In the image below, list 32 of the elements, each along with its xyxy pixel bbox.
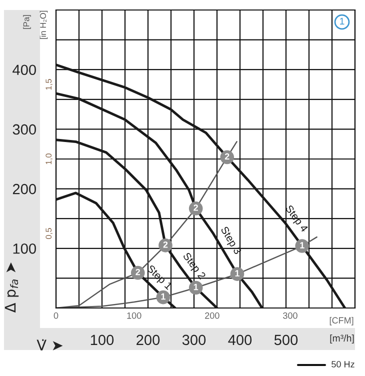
x-tick-label: 500 <box>274 334 298 346</box>
text: [Pa] <box>23 15 31 29</box>
text: 50 Hz <box>332 361 354 368</box>
x2-tick-label: 300 <box>283 312 298 319</box>
annotation: 1 <box>235 270 240 276</box>
annotation: 1 <box>300 242 304 248</box>
x2-axis-title: [CFM] <box>330 316 354 326</box>
y2-tick-label: 0,5 <box>46 228 53 239</box>
x2-tick-label: 100 <box>127 312 142 319</box>
y2-axis-title: [in H₂O] <box>40 10 48 39</box>
y-tick-label: 200 <box>12 184 36 194</box>
annotation: 1 <box>161 293 166 300</box>
x2-tick-label: 200 <box>205 312 220 319</box>
y2-tick-label: 1,5 <box>46 79 53 90</box>
x-tick-label: 400 <box>228 334 252 346</box>
annotation: 2 <box>136 268 140 276</box>
text: [m³/h] <box>330 334 354 344</box>
y-tick-label: 300 <box>12 124 36 135</box>
annotation: 2 <box>194 204 198 211</box>
annotation: 2 <box>224 153 230 160</box>
annotation: 2 <box>163 241 168 248</box>
y-tick-label: 400 <box>12 64 36 76</box>
y-axis-title: Δ p$_{fa}$ ➤ <box>4 262 19 313</box>
x-axis-title: V̇ ➤ <box>36 339 63 350</box>
x-tick-label: 100 <box>90 334 114 346</box>
y-tick-label: 100 <box>13 244 36 254</box>
x-tick-label: 300 <box>182 334 206 346</box>
x-tick-label: 200 <box>136 334 160 346</box>
x2-tick-label: 0 <box>54 312 58 319</box>
y2-tick-label: 1,0 <box>46 154 53 164</box>
annotation: 1 <box>340 18 344 25</box>
annotation: 1 <box>194 284 198 290</box>
